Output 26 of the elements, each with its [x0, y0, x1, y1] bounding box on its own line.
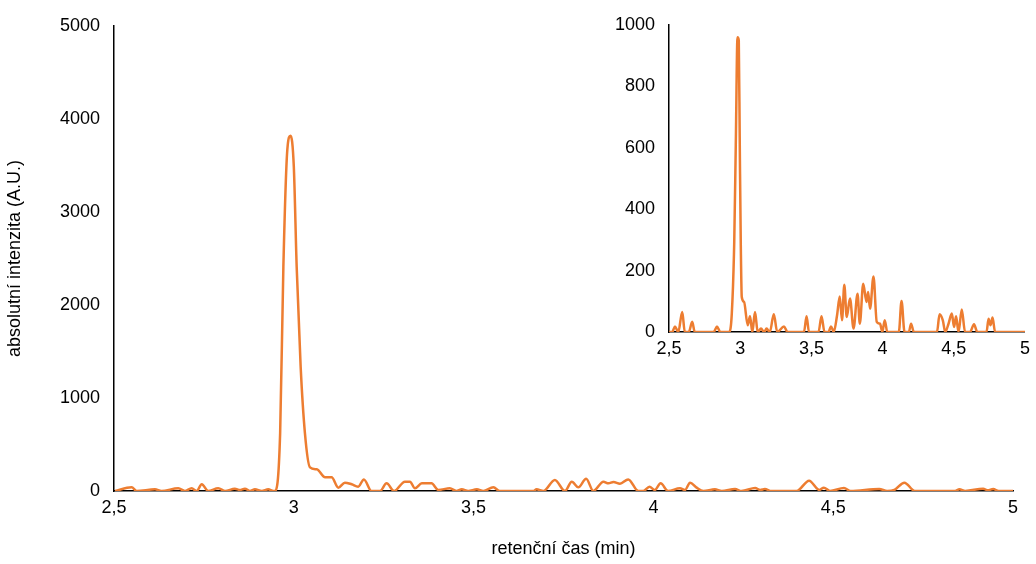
y-tick-label: 400	[624, 198, 655, 219]
x-tick-label: 4	[877, 337, 888, 358]
x-axis-title: retenční čas (min)	[491, 538, 636, 559]
y-tick-label: 3000	[59, 200, 100, 221]
x-tick-label: 5	[1019, 337, 1030, 358]
y-axis-title: absolutní intenzita (A.U.)	[3, 159, 24, 358]
x-tick-label: 3,5	[461, 496, 487, 517]
x-tick-label: 3,5	[798, 337, 824, 358]
y-tick-label: 1000	[614, 13, 655, 34]
x-tick-label: 5	[1007, 496, 1019, 517]
x-tick-label: 4,5	[820, 496, 846, 517]
y-tick-label: 4000	[59, 107, 100, 128]
x-tick-label: 4	[648, 496, 659, 517]
y-tick-label: 200	[624, 259, 655, 280]
x-tick-label: 2,5	[656, 337, 682, 358]
y-tick-label: 800	[624, 75, 655, 96]
x-tick-label: 4,5	[941, 337, 967, 358]
y-tick-label: 5000	[59, 14, 100, 35]
x-tick-label: 3	[288, 496, 299, 517]
y-tick-label: 0	[644, 320, 655, 341]
y-tick-label: 0	[89, 479, 100, 500]
y-tick-label: 1000	[59, 386, 100, 407]
y-tick-label: 600	[624, 136, 655, 157]
x-tick-label: 3	[735, 337, 746, 358]
x-tick-label: 2,5	[101, 496, 127, 517]
y-tick-label: 2000	[59, 293, 100, 314]
